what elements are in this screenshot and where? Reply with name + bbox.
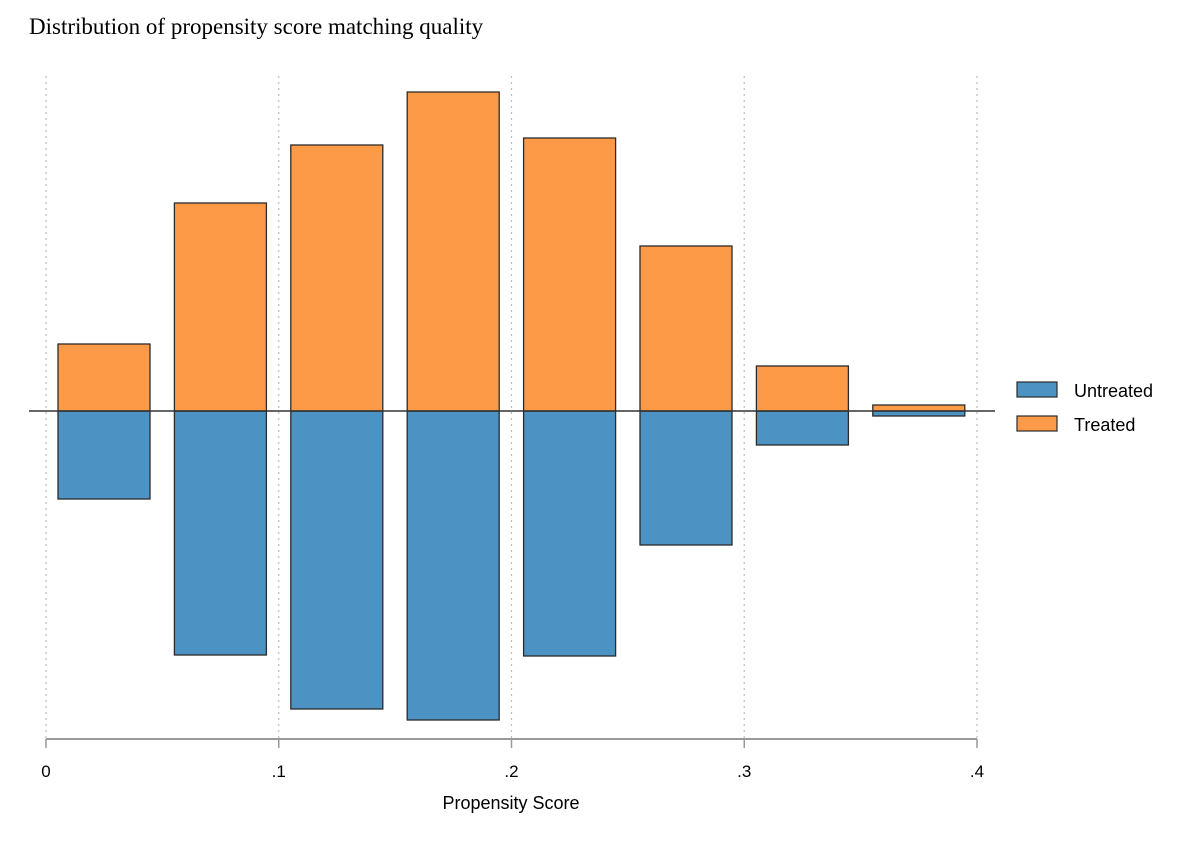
bar-untreated bbox=[173, 410, 268, 656]
x-axis-label: Propensity Score bbox=[442, 793, 579, 813]
legend-label-untreated: Untreated bbox=[1074, 381, 1153, 401]
bar-treated bbox=[173, 202, 268, 412]
x-tick-label: .4 bbox=[970, 762, 984, 781]
bar-treated bbox=[872, 404, 966, 412]
x-tick-label: .2 bbox=[504, 762, 518, 781]
bar-treated bbox=[290, 144, 384, 412]
bar-untreated bbox=[57, 410, 151, 500]
bar-treated bbox=[639, 245, 733, 412]
x-tick-label: 0 bbox=[41, 762, 50, 781]
bar-treated bbox=[755, 365, 850, 412]
bar-treated bbox=[522, 137, 617, 412]
bar-treated bbox=[406, 91, 500, 412]
bar-untreated bbox=[522, 410, 617, 657]
bar-untreated bbox=[639, 410, 733, 546]
legend-swatch-untreated bbox=[1016, 381, 1058, 398]
x-tick-label: .3 bbox=[737, 762, 751, 781]
legend-label-treated: Treated bbox=[1074, 415, 1135, 435]
bars bbox=[57, 91, 966, 721]
chart-title: Distribution of propensity score matchin… bbox=[29, 14, 484, 39]
legend-swatch-treated bbox=[1016, 415, 1058, 432]
bar-treated bbox=[57, 343, 151, 412]
bar-untreated bbox=[290, 410, 384, 710]
grid-lines bbox=[45, 76, 978, 738]
bar-untreated bbox=[755, 410, 850, 446]
bar-untreated bbox=[406, 410, 500, 721]
x-tick-label: .1 bbox=[272, 762, 286, 781]
legend: Untreated Treated bbox=[1016, 381, 1153, 435]
x-axis: 0 .1 .2 .3 .4 bbox=[41, 738, 984, 781]
